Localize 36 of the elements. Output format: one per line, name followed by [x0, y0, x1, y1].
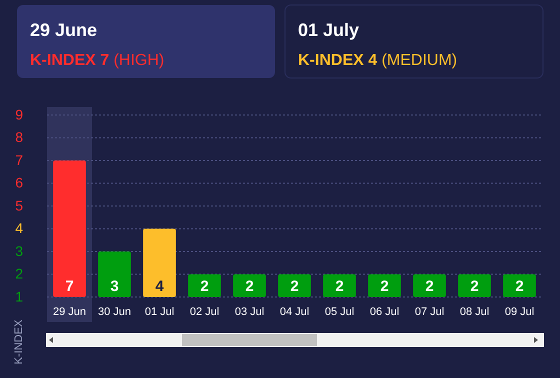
x-tick-label: 30 Jun	[98, 306, 132, 318]
text: 29 June	[30, 20, 98, 40]
x-tick-label: 02 Jul	[190, 306, 220, 318]
data-label: 2	[515, 278, 524, 295]
data-label: 2	[380, 278, 389, 295]
y-tick-label: 6	[15, 174, 24, 191]
x-tick-label: 04 Jul	[280, 306, 310, 318]
x-tick-label: 08 Jul	[460, 306, 490, 318]
data-label: 7	[65, 278, 74, 295]
y-axis-title: K-INDEX	[13, 319, 25, 364]
x-tick-label: 06 Jul	[370, 306, 400, 318]
data-label: 2	[425, 278, 434, 295]
y-tick-label: 2	[15, 266, 24, 282]
x-tick-label: 01 Jul	[144, 306, 174, 318]
x-tick-label: 03 Jul	[234, 306, 264, 318]
y-tick-label: 8	[15, 129, 24, 146]
data-label: 4	[155, 278, 164, 295]
y-tick-label: 9	[15, 106, 24, 122]
y-tick-label: 7	[15, 152, 24, 168]
y-tick-label: 4	[15, 220, 24, 236]
x-tick-label: 09 Jul	[504, 306, 534, 318]
data-label: 2	[470, 278, 479, 295]
text: K-INDEX 7 (HIGH)	[30, 52, 164, 69]
data-label: 2	[290, 278, 299, 295]
data-label: 2	[200, 278, 209, 295]
y-tick-label: 5	[15, 197, 24, 214]
y-tick-label: 1	[15, 288, 24, 304]
x-tick-label: 07 Jul	[414, 306, 444, 318]
data-label: 3	[110, 278, 119, 295]
data-label: 2	[335, 278, 344, 295]
x-tick-label: 05 Jul	[324, 306, 354, 318]
text: K-INDEX 4 (MEDIUM)	[298, 52, 458, 69]
y-tick-label: 3	[15, 242, 24, 259]
text: 01 July	[298, 20, 360, 40]
data-label: 2	[245, 278, 254, 295]
x-tick-label: 29 Jun	[52, 306, 86, 318]
